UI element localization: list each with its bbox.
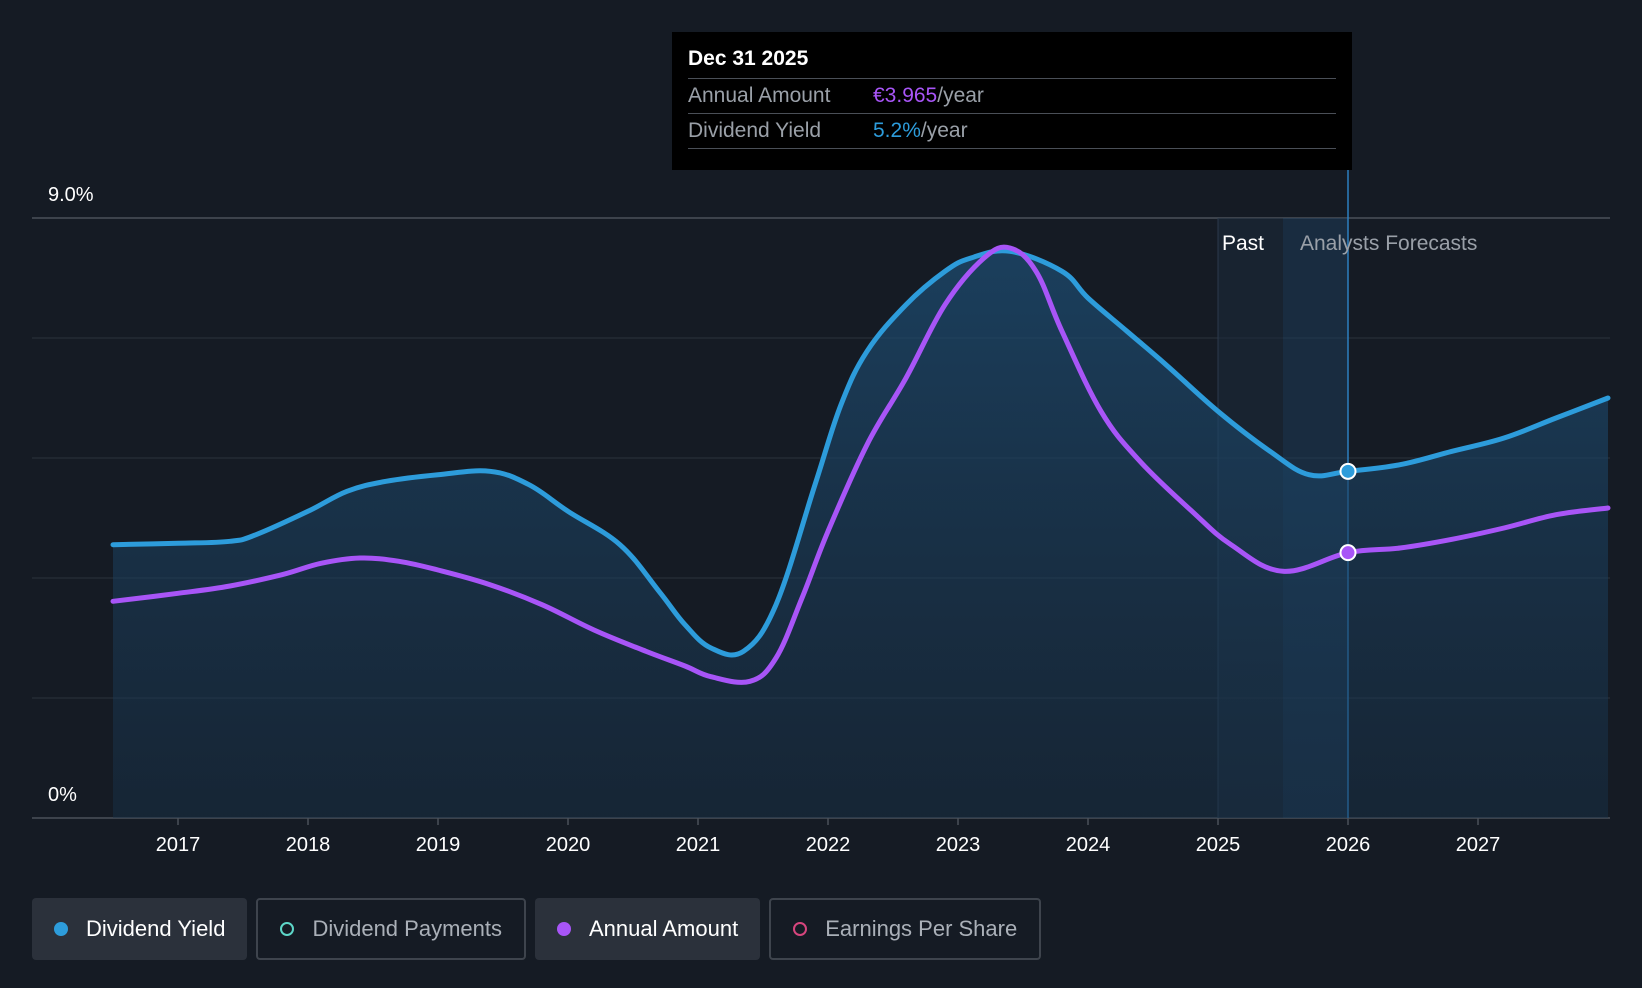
x-tick-label: 2018: [286, 834, 331, 856]
chart-tooltip: Dec 31 2025 Annual Amount €3.965 /year D…: [672, 32, 1352, 170]
legend-label: Annual Amount: [588, 916, 739, 941]
highlight-markers: [1339, 462, 1357, 562]
x-tick-label: 2019: [416, 834, 461, 856]
tooltip-suffix: /year: [937, 84, 984, 107]
axis-labels: 9.0% 0% Past Analysts Forecasts: [48, 184, 1477, 806]
legend-earnings-per-share-button[interactable]: Earnings Per Share: [769, 898, 1042, 960]
tooltip-date: Dec 31 2025: [688, 44, 1336, 79]
y-axis-top-label: 9.0%: [48, 184, 94, 206]
tooltip-label: Dividend Yield: [688, 119, 822, 142]
x-tick-label: 2017: [156, 834, 201, 856]
tooltip-label: Annual Amount: [688, 84, 831, 107]
dividend-yield-area: [113, 250, 1608, 818]
legend-dividend-yield-button[interactable]: Dividend Yield: [32, 898, 248, 960]
forecast-label: Analysts Forecasts: [1300, 232, 1477, 255]
legend-dot-icon: [54, 922, 68, 936]
legend-dot-icon: [280, 922, 295, 936]
annual-amount-highlight-point: [1339, 544, 1357, 562]
y-axis-bottom-label: 0%: [48, 784, 77, 806]
legend-label: Earnings Per Share: [825, 916, 1018, 941]
dividend-yield-highlight-point: [1339, 462, 1357, 480]
legend-annual-amount-button[interactable]: Annual Amount: [534, 898, 761, 960]
tooltip-row-dividend-yield: Dividend Yield 5.2% /year: [688, 114, 1336, 149]
tooltip-value: €3.965: [873, 84, 938, 107]
x-axis-ticks: 2017 2018 2019 2020 2021 2022 2023 2024 2025 2026…: [156, 818, 1501, 856]
legend-dot-icon: [556, 922, 571, 936]
x-tick-label: 2022: [806, 834, 851, 856]
series-areas: [113, 250, 1608, 818]
x-tick-label: 2026: [1326, 834, 1371, 856]
dividend-yield-line: [110, 248, 1611, 658]
legend-dot-icon: [793, 922, 808, 936]
tooltip-value: 5.2%: [873, 119, 921, 142]
x-tick-label: 2020: [546, 834, 591, 856]
chart-legend: Dividend Yield Dividend Payments Annual …: [32, 898, 1042, 960]
x-tick-label: 2021: [676, 834, 721, 856]
past-label: Past: [1222, 232, 1264, 255]
legend-label: Dividend Payments: [312, 916, 502, 941]
x-tick-label: 2024: [1066, 834, 1111, 856]
legend-dividend-payments-button[interactable]: Dividend Payments: [256, 898, 526, 960]
tooltip-suffix: /year: [920, 119, 968, 142]
x-tick-label: 2025: [1196, 834, 1241, 856]
annual-amount-line: [110, 244, 1611, 685]
x-tick-label: 2023: [936, 834, 981, 856]
legend-label: Dividend Yield: [86, 916, 226, 941]
tooltip-row-annual-amount: Annual Amount €3.965 /year: [688, 79, 1336, 114]
x-tick-label: 2027: [1456, 834, 1501, 856]
series-lines: [110, 244, 1611, 685]
